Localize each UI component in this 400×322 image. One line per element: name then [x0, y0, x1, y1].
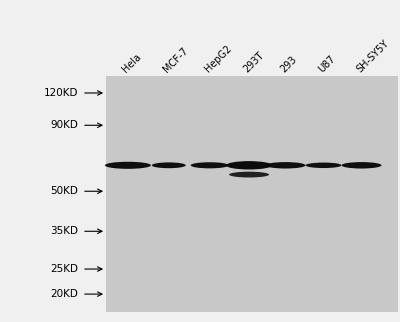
- Ellipse shape: [342, 162, 382, 168]
- Ellipse shape: [105, 162, 151, 169]
- Ellipse shape: [266, 162, 306, 168]
- Text: 293: 293: [278, 54, 299, 74]
- Text: Hela: Hela: [121, 51, 144, 74]
- Bar: [106, 76, 398, 312]
- Text: 120KD: 120KD: [44, 88, 78, 98]
- Ellipse shape: [229, 172, 269, 177]
- Text: 293T: 293T: [242, 50, 266, 74]
- Text: 90KD: 90KD: [50, 120, 78, 130]
- Text: HepG2: HepG2: [202, 43, 233, 74]
- Text: 20KD: 20KD: [50, 289, 78, 299]
- Text: 35KD: 35KD: [50, 226, 78, 236]
- Text: MCF-7: MCF-7: [162, 45, 190, 74]
- Text: 25KD: 25KD: [50, 264, 78, 274]
- Text: 50KD: 50KD: [50, 186, 78, 196]
- Ellipse shape: [306, 163, 342, 168]
- Ellipse shape: [226, 161, 272, 169]
- Text: SH-SY5Y: SH-SY5Y: [354, 38, 390, 74]
- Ellipse shape: [191, 162, 229, 168]
- Text: U87: U87: [316, 53, 337, 74]
- Ellipse shape: [152, 162, 186, 168]
